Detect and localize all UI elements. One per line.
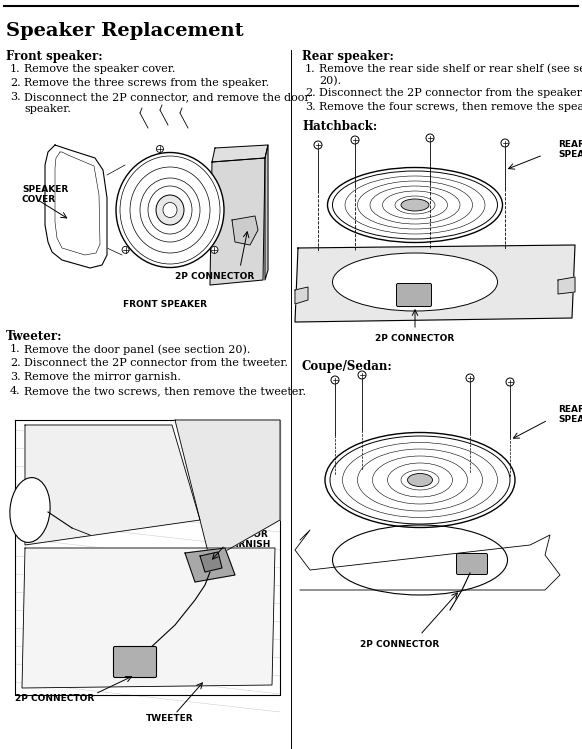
Ellipse shape: [156, 195, 184, 225]
Circle shape: [506, 378, 514, 386]
Text: MIRROR
GARNISH: MIRROR GARNISH: [225, 530, 271, 550]
Polygon shape: [232, 216, 258, 245]
Polygon shape: [175, 420, 280, 560]
Text: 2P CONNECTOR: 2P CONNECTOR: [360, 640, 439, 649]
Text: 2P CONNECTOR: 2P CONNECTOR: [375, 334, 455, 343]
Polygon shape: [15, 420, 280, 695]
Ellipse shape: [407, 473, 432, 487]
Ellipse shape: [157, 145, 164, 153]
Text: 2.: 2.: [305, 88, 315, 98]
Text: Hatchback:: Hatchback:: [302, 120, 377, 133]
Polygon shape: [295, 245, 575, 322]
Text: Remove the door panel (see section 20).: Remove the door panel (see section 20).: [24, 344, 250, 354]
Text: Remove the mirror garnish.: Remove the mirror garnish.: [24, 372, 181, 382]
Text: 1.: 1.: [305, 64, 315, 74]
FancyBboxPatch shape: [113, 646, 157, 678]
Text: 2P CONNECTOR: 2P CONNECTOR: [175, 272, 255, 281]
Text: 20).: 20).: [319, 76, 341, 86]
Text: Remove the speaker cover.: Remove the speaker cover.: [24, 64, 175, 74]
Polygon shape: [295, 287, 308, 304]
Circle shape: [466, 374, 474, 382]
Circle shape: [501, 139, 509, 147]
Ellipse shape: [325, 432, 515, 527]
Text: 3.: 3.: [10, 372, 20, 382]
Text: Coupe/Sedan:: Coupe/Sedan:: [302, 360, 393, 373]
Text: TWEETER: TWEETER: [146, 714, 194, 723]
Polygon shape: [212, 145, 268, 162]
Polygon shape: [265, 145, 268, 280]
Ellipse shape: [401, 199, 429, 211]
Ellipse shape: [211, 246, 218, 253]
Text: Remove the four screws, then remove the speaker.: Remove the four screws, then remove the …: [319, 102, 582, 112]
Polygon shape: [45, 145, 107, 268]
FancyBboxPatch shape: [396, 284, 431, 306]
Text: 3.: 3.: [305, 102, 315, 112]
Text: Speaker Replacement: Speaker Replacement: [6, 22, 244, 40]
Ellipse shape: [116, 153, 224, 267]
Text: 1.: 1.: [10, 344, 20, 354]
Ellipse shape: [122, 246, 129, 253]
Circle shape: [358, 371, 366, 379]
Ellipse shape: [10, 478, 50, 542]
Text: Disconnect the 2P connector from the tweeter.: Disconnect the 2P connector from the twe…: [24, 358, 288, 368]
Circle shape: [351, 136, 359, 144]
Text: speaker.: speaker.: [24, 104, 71, 114]
Text: Front speaker:: Front speaker:: [6, 50, 102, 63]
Polygon shape: [185, 548, 235, 582]
Polygon shape: [558, 277, 575, 294]
Text: FRONT SPEAKER: FRONT SPEAKER: [123, 300, 207, 309]
Ellipse shape: [163, 202, 177, 217]
Text: 2.: 2.: [10, 78, 20, 88]
Polygon shape: [22, 548, 275, 688]
Polygon shape: [210, 158, 265, 285]
Text: Remove the rear side shelf or rear shelf (see section: Remove the rear side shelf or rear shelf…: [319, 64, 582, 74]
Ellipse shape: [328, 168, 502, 243]
Polygon shape: [200, 552, 222, 572]
Text: 3.: 3.: [10, 92, 20, 102]
Text: Remove the two screws, then remove the tweeter.: Remove the two screws, then remove the t…: [24, 386, 306, 396]
Text: Disconnect the 2P connector, and remove the door: Disconnect the 2P connector, and remove …: [24, 92, 310, 102]
Text: SPEAKER
COVER: SPEAKER COVER: [22, 185, 68, 204]
Text: REAR
SPEAKER: REAR SPEAKER: [558, 405, 582, 425]
Circle shape: [331, 376, 339, 384]
Circle shape: [314, 141, 322, 149]
FancyBboxPatch shape: [456, 554, 488, 574]
Text: REAR
SPEAKER: REAR SPEAKER: [558, 140, 582, 160]
Text: 2.: 2.: [10, 358, 20, 368]
Text: 4.: 4.: [10, 386, 20, 396]
Circle shape: [426, 134, 434, 142]
Text: 1.: 1.: [10, 64, 20, 74]
Polygon shape: [25, 425, 200, 545]
Text: Tweeter:: Tweeter:: [6, 330, 62, 343]
Text: Rear speaker:: Rear speaker:: [302, 50, 394, 63]
Text: Remove the three screws from the speaker.: Remove the three screws from the speaker…: [24, 78, 269, 88]
Text: 2P CONNECTOR: 2P CONNECTOR: [15, 694, 95, 703]
Text: Disconnect the 2P connector from the speaker.: Disconnect the 2P connector from the spe…: [319, 88, 582, 98]
Ellipse shape: [332, 253, 498, 311]
